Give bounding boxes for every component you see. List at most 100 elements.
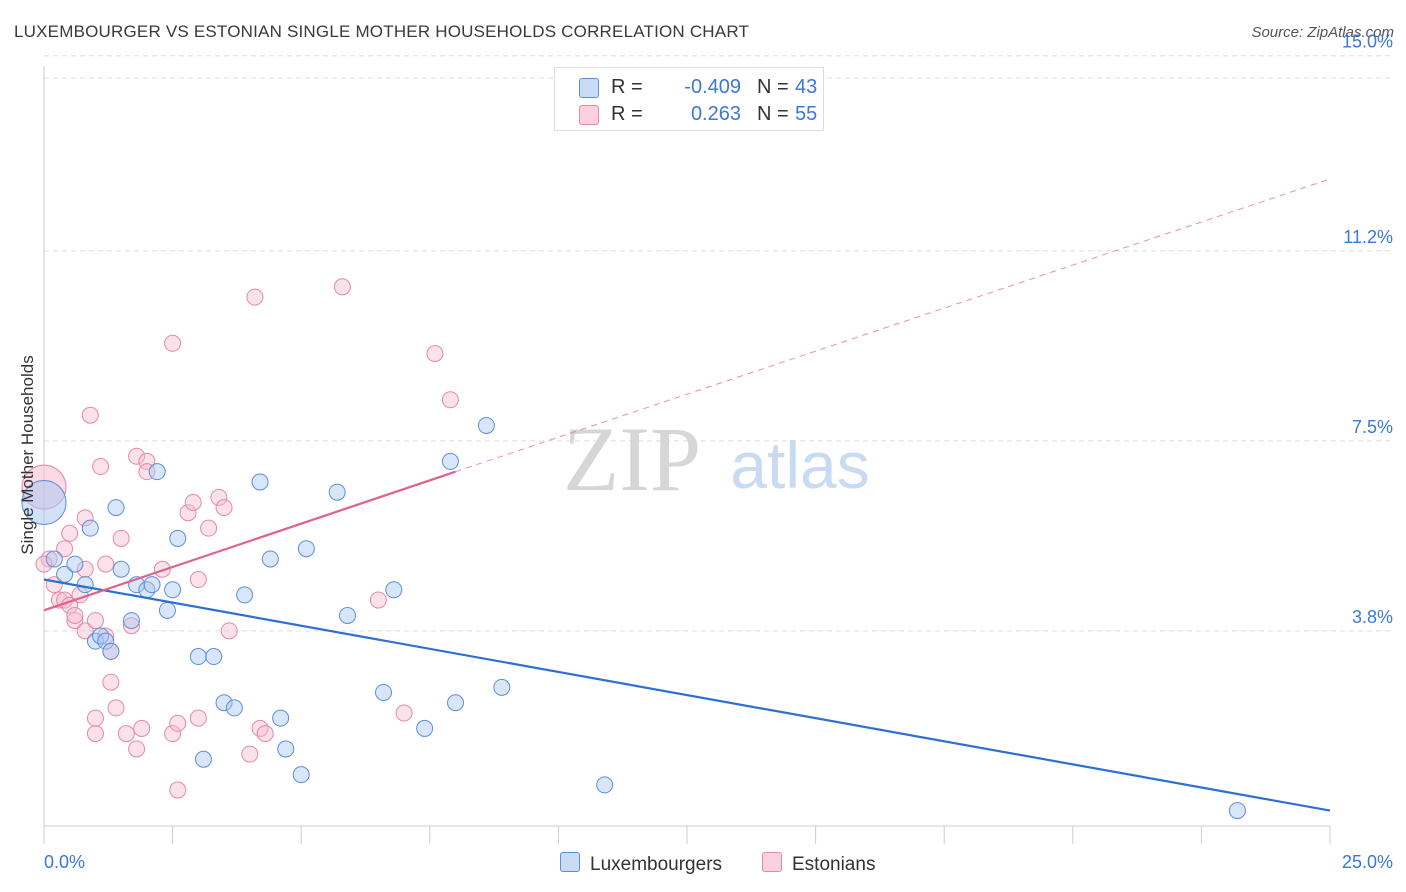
data-point [21, 479, 67, 525]
data-point [164, 725, 182, 743]
data-point [277, 740, 295, 758]
y-axis-label: Single Mother Households [18, 355, 37, 555]
data-point [92, 458, 110, 476]
r-value: -0.409 [684, 76, 741, 98]
data-point [215, 694, 233, 712]
data-point [66, 612, 84, 630]
data-point [66, 606, 84, 624]
stats-legend: R = -0.409 N = 43 R = 0.263 N = 55 [554, 67, 824, 131]
data-point [143, 576, 161, 594]
pink-swatch-icon [579, 105, 599, 125]
data-point [256, 725, 274, 743]
data-point [76, 509, 94, 527]
data-point [395, 704, 413, 722]
data-point [56, 540, 74, 558]
legend-label: Luxembourgers [590, 854, 723, 875]
data-point [220, 622, 238, 640]
data-point [122, 617, 140, 635]
data-point [416, 719, 434, 737]
data-point [189, 648, 207, 666]
data-point [328, 483, 346, 501]
data-point [189, 571, 207, 589]
data-point [246, 288, 264, 306]
n-label: N = [757, 76, 789, 98]
data-point [179, 504, 197, 522]
data-point [241, 745, 259, 763]
data-point [86, 612, 104, 630]
x-tick-max: 25.0% [1341, 852, 1393, 872]
data-point [164, 334, 182, 352]
data-point [375, 683, 393, 701]
watermark-zip: ZIP [563, 408, 701, 510]
data-point [164, 581, 182, 599]
data-point [97, 627, 115, 645]
data-point [205, 648, 223, 666]
r-value: 0.263 [690, 103, 741, 125]
n-value: 43 [795, 76, 818, 98]
data-point [81, 406, 99, 424]
data-point [112, 529, 130, 547]
y-tick-label: 3.8% [1352, 607, 1393, 627]
data-point [272, 709, 290, 727]
data-point [338, 606, 356, 624]
y-tick-label: 15.0% [1342, 32, 1393, 52]
data-point [81, 519, 99, 537]
watermark-atlas: atlas [730, 428, 869, 502]
data-point [225, 699, 243, 717]
data-point [138, 452, 156, 470]
data-point [86, 725, 104, 743]
data-point [97, 555, 115, 573]
data-point [107, 699, 125, 717]
data-point [86, 632, 104, 650]
y-tick-label: 7.5% [1352, 417, 1393, 437]
data-point [447, 694, 465, 712]
data-point [86, 709, 104, 727]
data-point [35, 555, 53, 573]
data-point [210, 488, 228, 506]
data-point [97, 632, 115, 650]
r-label: R = [611, 76, 643, 98]
data-point [40, 550, 58, 568]
data-point [158, 601, 176, 619]
data-point [169, 781, 187, 799]
data-point [292, 766, 310, 784]
data-point [169, 529, 187, 547]
data-point [493, 678, 511, 696]
data-point [117, 725, 135, 743]
data-point [107, 499, 125, 517]
n-label: N = [757, 103, 789, 125]
n-value: 55 [795, 103, 818, 125]
data-point [236, 586, 254, 604]
y-tick-label: 11.2% [1343, 227, 1393, 247]
trendline-estonians [43, 470, 456, 612]
data-point [369, 591, 387, 609]
data-point [441, 391, 459, 409]
data-point [189, 709, 207, 727]
data-point [138, 463, 156, 481]
data-point [66, 555, 84, 573]
data-point [133, 719, 151, 737]
data-point [1228, 802, 1246, 820]
data-point [92, 627, 110, 645]
data-point [297, 540, 315, 558]
data-point [128, 740, 146, 758]
r-label: R = [611, 103, 643, 125]
blue-swatch-icon [560, 852, 580, 872]
data-point [194, 750, 212, 768]
legend-item-estonians[interactable]: Estonians [762, 852, 875, 876]
data-point [200, 519, 218, 537]
source-label: Source: ZipAtlas.com [1251, 24, 1394, 41]
data-point [102, 673, 120, 691]
data-point [477, 416, 495, 434]
x-tick-min: 0.0% [44, 852, 86, 872]
data-point [426, 345, 444, 363]
data-point [169, 714, 187, 732]
data-point [333, 278, 351, 296]
data-point [76, 576, 94, 594]
legend-item-luxembourgers[interactable]: Luxembourgers [560, 852, 722, 876]
data-point [153, 560, 171, 578]
chart-title: LUXEMBOURGER VS ESTONIAN SINGLE MOTHER H… [14, 22, 750, 41]
data-point [251, 719, 269, 737]
data-point [61, 524, 79, 542]
